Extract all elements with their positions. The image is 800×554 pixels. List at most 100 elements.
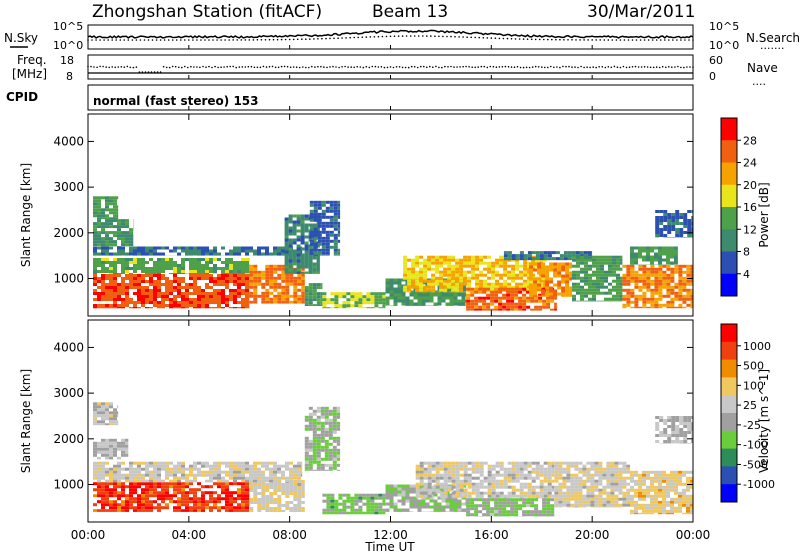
- data-cell: [257, 470, 261, 474]
- data-cell: [630, 294, 635, 298]
- data-cell: [97, 464, 101, 468]
- data-cell: [221, 506, 225, 510]
- data-cell: [301, 288, 305, 292]
- data-cell: [515, 470, 520, 474]
- data-cell: [117, 219, 121, 223]
- data-cell: [308, 454, 313, 458]
- data-cell: [273, 294, 278, 298]
- data-cell: [233, 273, 237, 274]
- data-cell: [459, 467, 464, 471]
- data-cell: [576, 288, 580, 292]
- data-cell: [638, 297, 643, 301]
- data-cell: [569, 289, 572, 293]
- data-cell: [113, 441, 117, 445]
- data-cell: [313, 218, 318, 222]
- data-cell: [415, 473, 420, 477]
- nave-dot: [601, 66, 604, 68]
- data-cell: [514, 504, 519, 508]
- nave-dot: [426, 66, 428, 69]
- data-cell: [511, 285, 516, 289]
- data-cell: [316, 439, 321, 443]
- data-cell: [678, 267, 683, 271]
- data-cell: [519, 482, 524, 486]
- nave-dot: [247, 65, 250, 68]
- nave-dot: [90, 65, 92, 68]
- data-cell: [503, 264, 508, 268]
- data-cell: [316, 304, 321, 306]
- data-cell: [221, 280, 225, 283]
- data-cell: [612, 285, 616, 289]
- data-cell: [181, 464, 185, 468]
- power-y-label: Slant Range [km]: [19, 163, 33, 267]
- data-cell: [229, 270, 233, 273]
- nsearch-dot: [514, 38, 517, 40]
- data-cell: [109, 292, 113, 295]
- data-cell: [431, 473, 436, 477]
- data-cell: [297, 489, 302, 492]
- data-cell: [185, 301, 189, 304]
- data-cell: [185, 304, 189, 307]
- data-cell: [616, 285, 620, 289]
- data-cell: [209, 252, 213, 256]
- data-cell: [233, 500, 237, 504]
- data-cell: [137, 301, 141, 304]
- data-cell: [145, 488, 149, 492]
- data-cell: [325, 242, 330, 246]
- data-cell: [300, 217, 305, 221]
- data-cell: [470, 290, 475, 294]
- data-cell: [165, 461, 169, 465]
- data-cell: [445, 296, 450, 300]
- data-cell: [551, 473, 555, 477]
- data-cell: [313, 212, 318, 216]
- data-cell: [113, 225, 117, 229]
- nave-dot: [259, 66, 262, 69]
- data-cell: [439, 264, 444, 268]
- data-cell: [447, 488, 452, 492]
- data-cell: [638, 252, 642, 256]
- nave-dot: [416, 66, 419, 69]
- nave-dot: [550, 65, 552, 68]
- data-cell: [324, 409, 329, 413]
- nave-dot: [610, 66, 613, 69]
- data-cell: [431, 288, 436, 292]
- data-cell: [133, 277, 137, 280]
- data-cell: [658, 255, 662, 259]
- data-cell: [322, 304, 327, 308]
- data-cell: [449, 293, 454, 297]
- data-cell: [506, 305, 511, 309]
- data-cell: [141, 506, 145, 510]
- data-cell: [338, 304, 343, 308]
- data-cell: [301, 495, 305, 498]
- data-cell: [149, 289, 153, 292]
- data-cell: [121, 488, 125, 492]
- data-cell: [284, 271, 289, 274]
- data-cell: [288, 250, 293, 254]
- data-cell: [338, 295, 343, 299]
- data-cell: [217, 476, 221, 480]
- data-cell: [441, 508, 446, 512]
- data-cell: [185, 252, 189, 256]
- data-cell: [157, 280, 161, 283]
- data-cell: [447, 261, 452, 265]
- data-cell: [531, 479, 536, 483]
- data-cell: [205, 479, 209, 483]
- data-cell: [479, 470, 484, 474]
- data-cell: [543, 285, 547, 289]
- data-cell: [529, 271, 534, 275]
- data-cell: [129, 307, 133, 309]
- data-cell: [308, 424, 313, 428]
- nave-dot: [226, 65, 228, 68]
- data-cell: [93, 196, 97, 200]
- data-cell: [261, 501, 266, 504]
- data-cell: [145, 500, 149, 504]
- nsearch-dot: [595, 39, 597, 41]
- data-cell: [514, 290, 519, 294]
- data-cell: [431, 285, 436, 289]
- data-cell: [300, 253, 305, 257]
- data-cell: [642, 273, 647, 277]
- data-cell: [321, 224, 326, 228]
- data-cell: [551, 461, 555, 465]
- data-cell: [217, 482, 221, 486]
- data-cell: [93, 240, 97, 244]
- data-cell: [205, 304, 209, 307]
